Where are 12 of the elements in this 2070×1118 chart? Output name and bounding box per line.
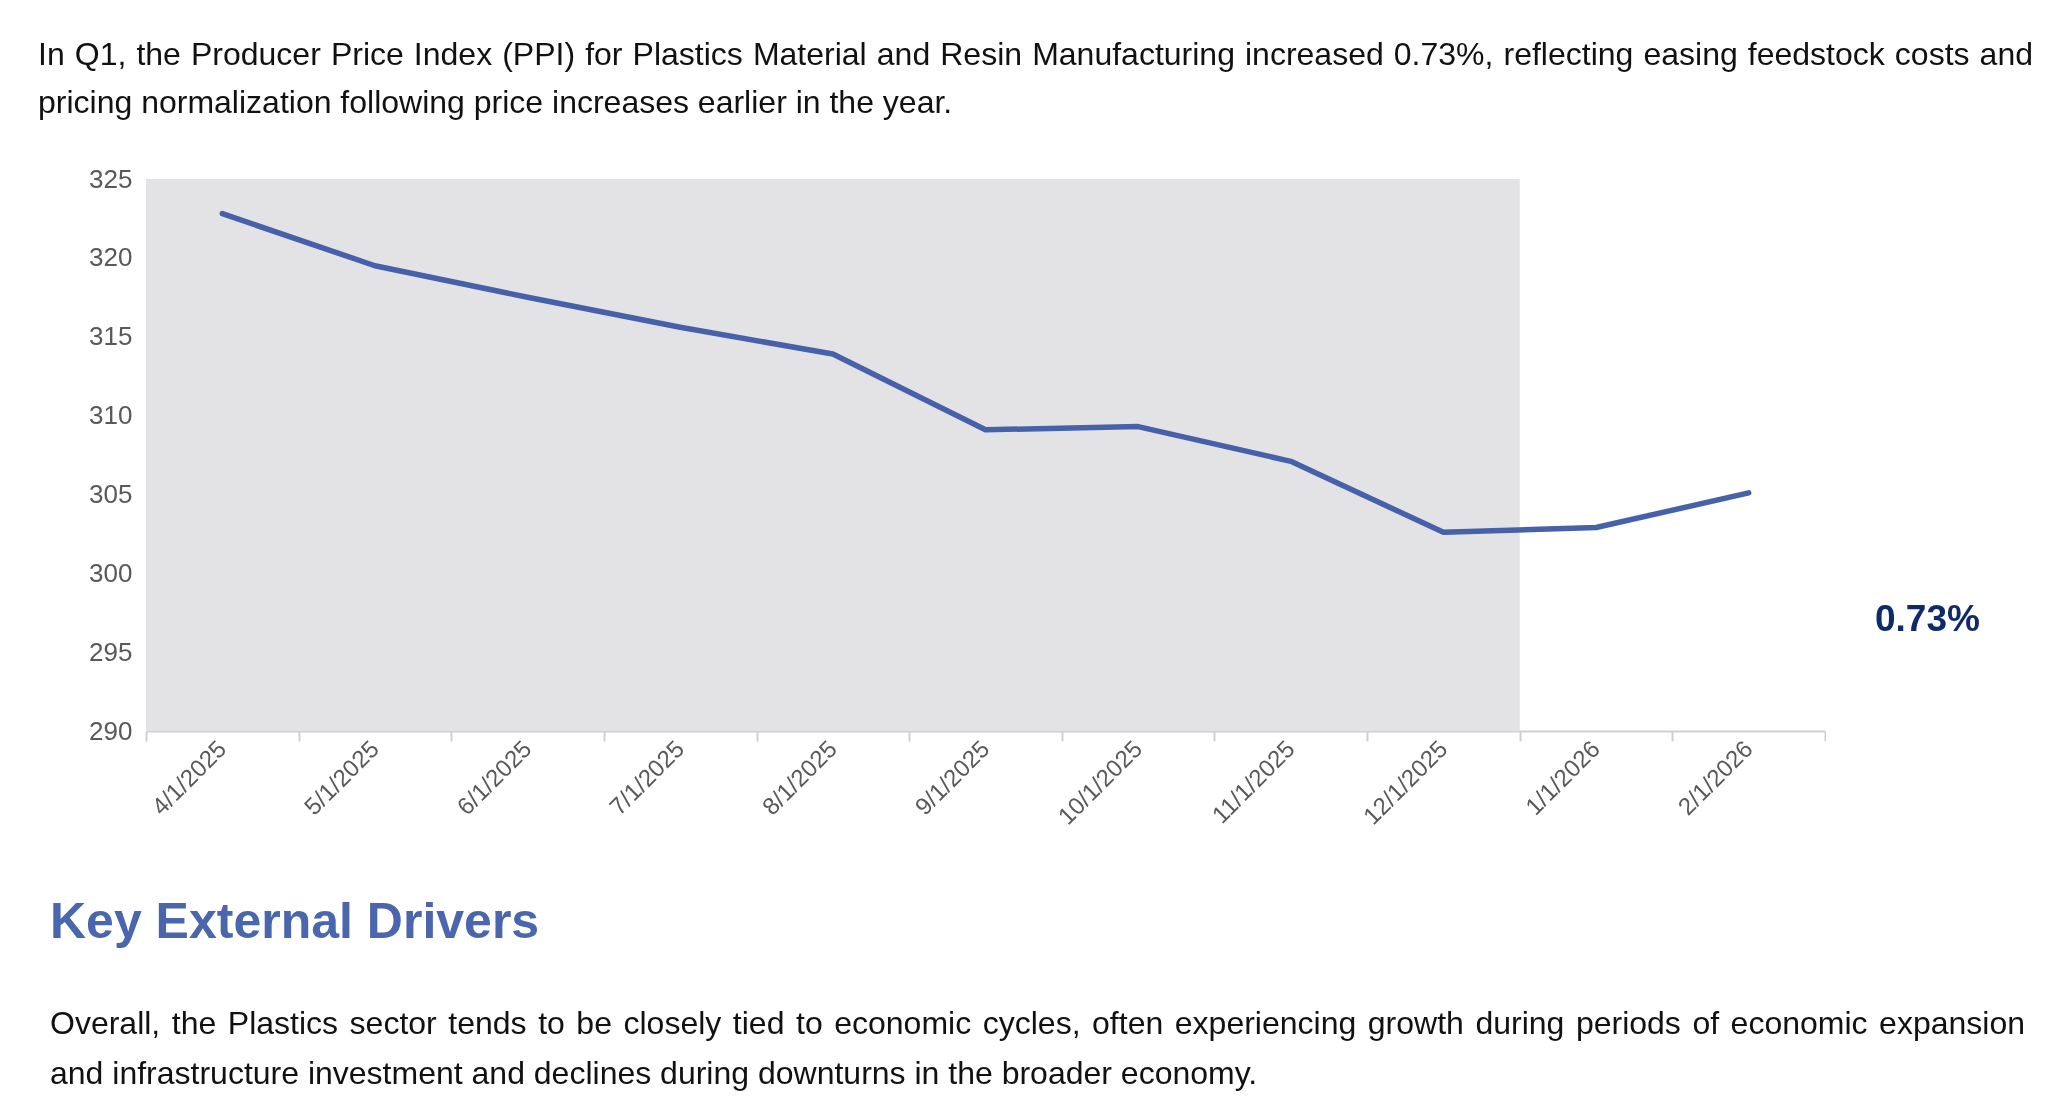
text: Key External Drivers bbox=[50, 892, 540, 950]
text: Overall, the Plastics sector tends to be closely tied to economic cycles, often experiencing growth during periods of economic expansion and infrastructure investment and declines during downturns in the broader economy. bbox=[50, 1004, 2025, 1093]
y-tick-label: 305 bbox=[89, 478, 133, 509]
text: 0.73% bbox=[1875, 598, 1980, 640]
y-tick-label: 300 bbox=[89, 557, 133, 588]
y-tick-label: 320 bbox=[89, 242, 133, 273]
y-tick-label: 325 bbox=[89, 163, 133, 194]
y-tick-label: 315 bbox=[89, 321, 133, 352]
y-tick-label: 290 bbox=[89, 715, 133, 746]
y-tick-label: 295 bbox=[89, 636, 133, 667]
y-tick-label: 310 bbox=[89, 400, 133, 431]
chart-title: In Q1, the Producer Price Index (PPI) for Plastics Material and Resin Manufacturing increased 0.73%, reflecting easing feedstock costs and pricing normalization following price increases earlier in the year. bbox=[38, 35, 2033, 122]
